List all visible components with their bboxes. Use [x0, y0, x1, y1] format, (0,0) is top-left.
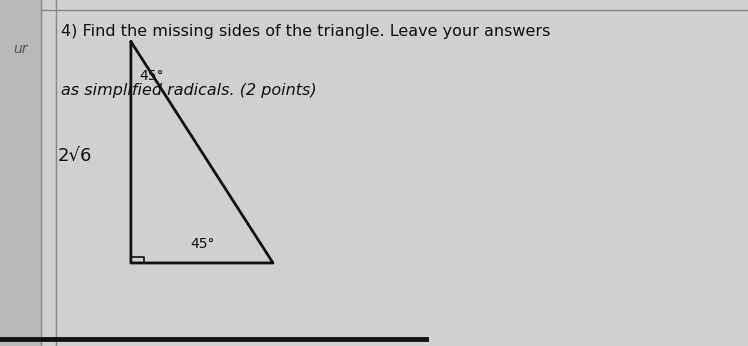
Text: 4) Find the missing sides of the triangle. Leave your answers: 4) Find the missing sides of the triangl…	[61, 24, 551, 39]
Bar	[0, 0, 41, 346]
Text: as simplified radicals. (2 points): as simplified radicals. (2 points)	[61, 83, 317, 98]
Text: 45°: 45°	[191, 237, 215, 251]
Text: ur: ur	[13, 42, 28, 55]
Text: 45°: 45°	[139, 69, 164, 83]
Text: 2√6: 2√6	[58, 147, 92, 165]
